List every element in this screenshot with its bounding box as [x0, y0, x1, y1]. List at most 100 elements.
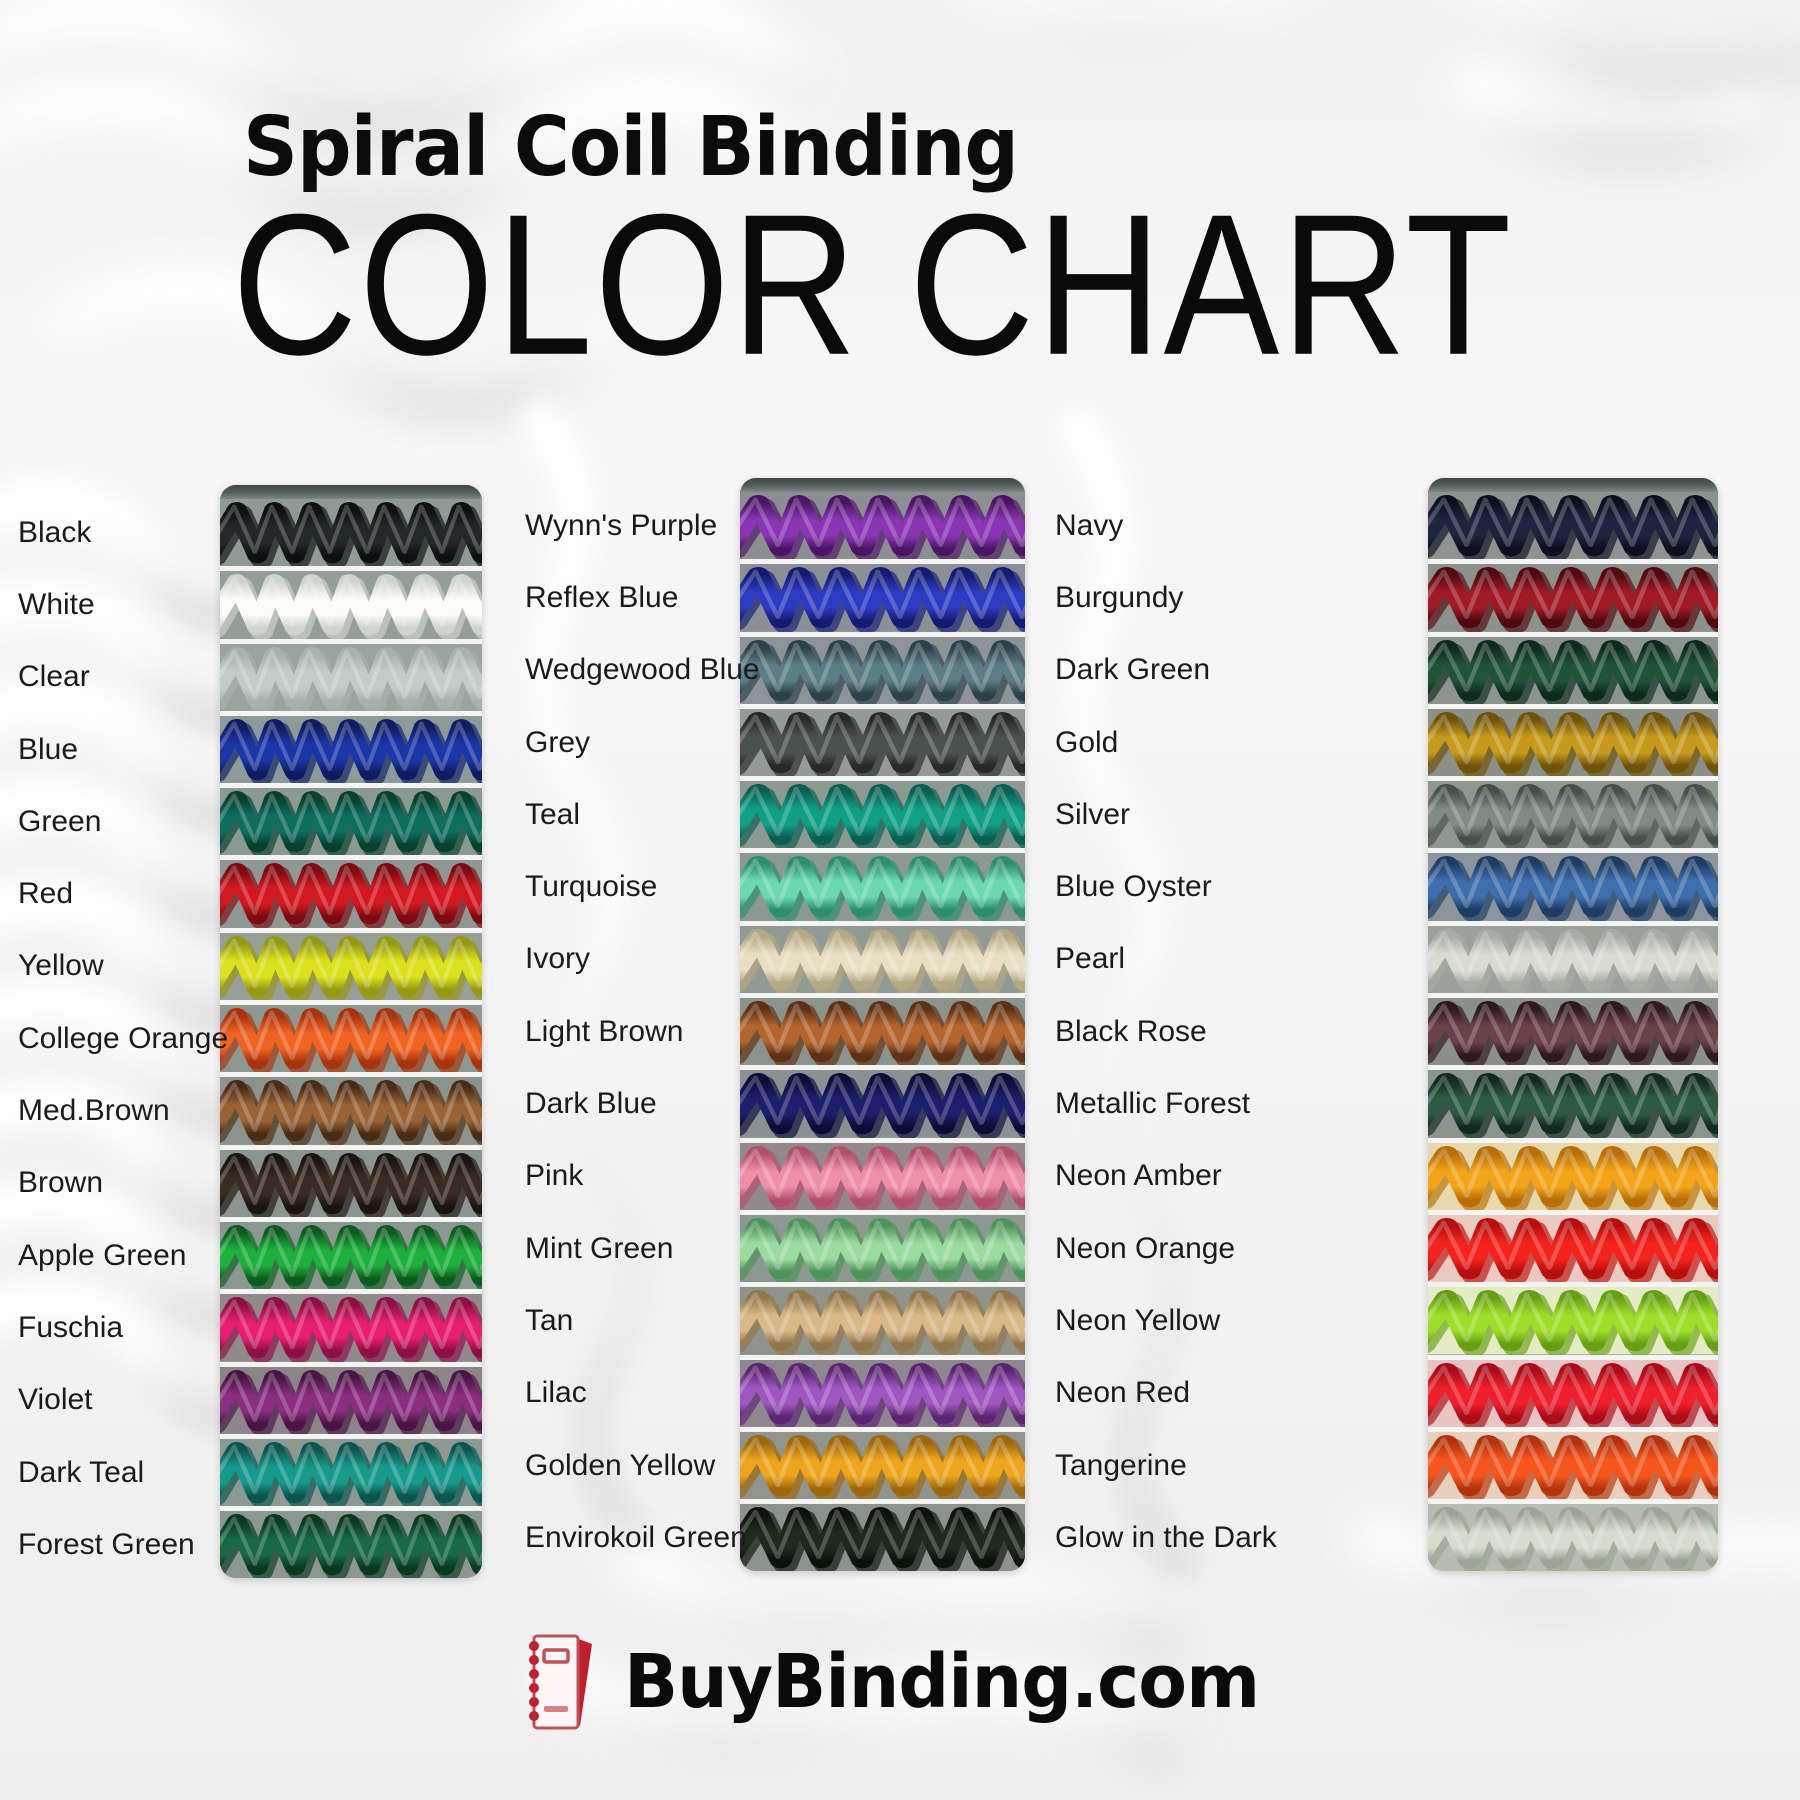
coil-swatch[interactable] [740, 1504, 1025, 1572]
color-label: Wynn's Purple [525, 508, 718, 542]
color-label: Metallic Forest [1055, 1087, 1251, 1121]
color-label: Navy [1055, 508, 1124, 542]
color-label: Red [18, 877, 74, 911]
coil-swatch[interactable] [220, 1294, 482, 1367]
coil-swatch[interactable] [1428, 1070, 1718, 1143]
color-label: Neon Amber [1055, 1159, 1222, 1193]
panel-top-edge [220, 485, 482, 499]
color-label: Dark Teal [18, 1455, 145, 1489]
color-label: Yellow [18, 949, 104, 983]
chart-subtitle: Spiral Coil Binding [243, 100, 1019, 195]
coil-swatch[interactable] [220, 1438, 482, 1512]
coil-swatch[interactable] [220, 571, 482, 644]
coil-swatch[interactable] [740, 1070, 1025, 1143]
coil-swatch[interactable] [1428, 708, 1718, 782]
coil-swatch[interactable] [220, 643, 482, 716]
coil-swatch[interactable] [740, 853, 1025, 926]
spiral-notebook-icon [529, 1634, 593, 1730]
coil-swatch[interactable] [1428, 1359, 1718, 1432]
coil-swatch[interactable] [740, 1142, 1025, 1215]
color-label: College Orange [18, 1021, 229, 1055]
color-label: Black [18, 515, 92, 549]
coil-swatch[interactable] [220, 860, 482, 933]
coil-swatch[interactable] [1428, 564, 1718, 637]
coil-swatch[interactable] [220, 1149, 482, 1222]
color-label: Dark Green [1055, 653, 1211, 687]
coil-swatch[interactable] [740, 1214, 1025, 1288]
coil-swatch[interactable] [220, 499, 482, 572]
coil-swatch[interactable] [220, 932, 482, 1006]
coil-swatch[interactable] [220, 1511, 482, 1579]
color-label: Silver [1055, 797, 1131, 831]
coil-swatch[interactable] [220, 1366, 482, 1439]
color-label: Golden Yellow [525, 1448, 716, 1482]
coil-swatch[interactable] [740, 564, 1025, 637]
color-label: Brown [18, 1166, 104, 1200]
coil-swatch[interactable] [1428, 925, 1718, 999]
page-title: COLOR CHART [232, 173, 1514, 398]
color-label: Dark Blue [525, 1087, 657, 1121]
color-label: Teal [525, 797, 581, 831]
color-label: Neon Red [1055, 1376, 1191, 1410]
coil-panel-1 [220, 485, 482, 1579]
coil-swatch[interactable] [1428, 998, 1718, 1071]
coil-swatch[interactable] [740, 781, 1025, 854]
coil-swatch[interactable] [1428, 1287, 1718, 1360]
color-label: Wedgewood Blue [525, 653, 760, 687]
coil-swatch[interactable] [740, 925, 1025, 999]
coil-swatch[interactable] [1428, 1214, 1718, 1288]
color-label: Lilac [525, 1376, 587, 1410]
panel-top-edge [740, 478, 1025, 492]
color-label: Neon Yellow [1055, 1303, 1221, 1337]
coil-swatch[interactable] [220, 1077, 482, 1150]
brand-name: BuyBinding.com [624, 1639, 1260, 1725]
coil-swatch[interactable] [220, 788, 482, 861]
color-label: Black Rose [1055, 1014, 1207, 1048]
color-label: Med.Brown [18, 1094, 170, 1128]
color-label: Apple Green [18, 1238, 187, 1272]
color-label: Gold [1055, 725, 1119, 759]
color-label: Burgundy [1055, 580, 1184, 614]
coil-swatch[interactable] [1428, 492, 1718, 565]
brand-footer: BuyBinding.com [0, 1630, 1800, 1734]
coil-swatch[interactable] [740, 998, 1025, 1071]
color-label: Forest Green [18, 1527, 195, 1561]
coil-swatch[interactable] [740, 1287, 1025, 1360]
color-label: Grey [525, 725, 591, 759]
coil-panel-3 [1428, 478, 1718, 1572]
coil-swatch[interactable] [1428, 1504, 1718, 1572]
color-label: Mint Green [525, 1231, 674, 1265]
color-label: Envirokoil Green [525, 1520, 747, 1554]
color-label: Fuschia [18, 1310, 124, 1344]
color-label: Light Brown [525, 1014, 684, 1048]
coil-swatch[interactable] [1428, 636, 1718, 709]
color-label: Pink [525, 1159, 584, 1193]
coil-swatch[interactable] [1428, 1142, 1718, 1215]
color-label: Blue [18, 732, 79, 766]
coil-swatch[interactable] [740, 1359, 1025, 1432]
coil-swatch[interactable] [740, 1431, 1025, 1505]
coil-swatch[interactable] [1428, 781, 1718, 854]
panel-top-edge [1428, 478, 1718, 492]
coil-swatch[interactable] [1428, 1431, 1718, 1505]
color-label: Neon Orange [1055, 1231, 1236, 1265]
coil-swatch[interactable] [740, 492, 1025, 565]
coil-swatch[interactable] [740, 708, 1025, 782]
color-label: Pearl [1055, 942, 1126, 976]
color-label: Reflex Blue [525, 580, 679, 614]
coil-panel-2 [740, 478, 1025, 1572]
color-label: Green [18, 804, 102, 838]
color-label: Tangerine [1055, 1448, 1187, 1482]
color-label: Blue Oyster [1055, 870, 1212, 904]
color-label: White [18, 587, 95, 621]
coil-swatch[interactable] [220, 1221, 482, 1295]
coil-swatch[interactable] [740, 636, 1025, 709]
color-label: Tan [525, 1303, 574, 1337]
coil-swatch[interactable] [220, 715, 482, 789]
coil-swatch[interactable] [1428, 853, 1718, 926]
coil-swatch[interactable] [220, 1005, 482, 1078]
color-label: Turquoise [525, 870, 658, 904]
color-label: Glow in the Dark [1055, 1520, 1277, 1554]
color-label: Clear [18, 660, 90, 694]
color-label: Violet [18, 1383, 93, 1417]
